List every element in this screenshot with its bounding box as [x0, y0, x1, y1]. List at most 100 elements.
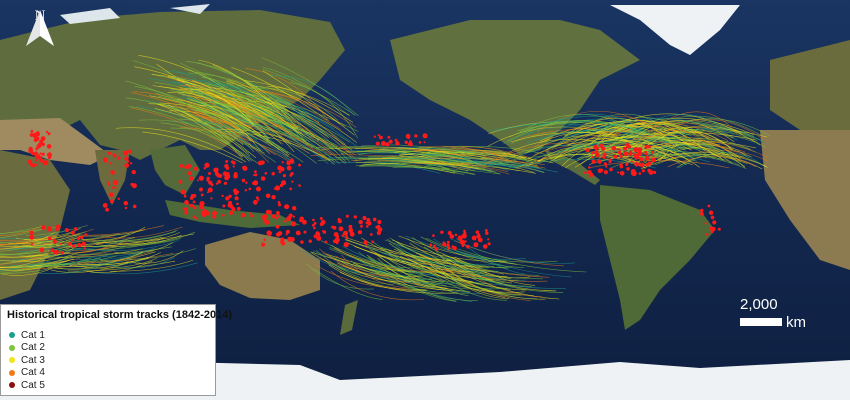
storm-point: [236, 202, 239, 206]
storm-track: [389, 254, 473, 282]
storm-point: [705, 233, 709, 236]
storm-point: [312, 223, 315, 227]
storm-track: [333, 247, 461, 273]
storm-track: [67, 260, 176, 272]
storm-point: [464, 240, 467, 243]
storm-track: [148, 78, 258, 131]
storm-track: [487, 126, 642, 147]
storm-track: [355, 147, 463, 157]
storm-track: [312, 267, 383, 300]
storm-point: [639, 162, 645, 168]
storm-track: [369, 249, 444, 282]
storm-track: [315, 264, 406, 290]
storm-track: [538, 130, 658, 141]
storm-point: [52, 238, 56, 242]
storm-point: [471, 235, 477, 241]
storm-point: [613, 155, 618, 159]
storm-point: [74, 227, 78, 231]
storm-track: [442, 253, 540, 276]
storm-point: [37, 142, 42, 148]
storm-point: [233, 173, 238, 179]
storm-track: [167, 91, 255, 125]
storm-point: [300, 240, 304, 244]
storm-point: [473, 242, 479, 248]
storm-point: [193, 166, 198, 171]
storm-point: [30, 243, 34, 246]
storm-track: [0, 248, 74, 258]
storm-point: [31, 163, 36, 168]
storm-point: [487, 238, 490, 241]
storm-track: [325, 253, 433, 273]
storm-point: [700, 208, 704, 213]
storm-point: [345, 214, 349, 218]
storm-point: [639, 157, 644, 162]
storm-point: [208, 172, 211, 175]
storm-track: [328, 248, 424, 278]
storm-track: [185, 60, 291, 116]
storm-point: [39, 155, 43, 159]
storm-point: [457, 235, 463, 241]
storm-point: [597, 168, 603, 174]
storm-track: [374, 253, 448, 289]
storm-point: [594, 150, 599, 155]
storm-track: [306, 263, 374, 290]
storm-track: [193, 96, 261, 151]
storm-point: [256, 186, 261, 192]
storm-point: [626, 167, 630, 171]
storm-point: [279, 183, 284, 188]
storm-point: [367, 221, 370, 224]
land-central-america: [545, 150, 600, 185]
storm-track: [101, 226, 183, 239]
storm-point: [365, 243, 368, 246]
storm-point: [273, 187, 276, 190]
storm-point: [248, 187, 252, 191]
storm-track: [360, 162, 492, 172]
storm-point: [271, 214, 277, 219]
storm-track: [331, 263, 461, 284]
land-australia: [205, 232, 320, 300]
storm-track: [12, 252, 80, 262]
storm-point: [34, 136, 40, 142]
storm-point: [123, 150, 129, 156]
storm-track: [115, 127, 247, 163]
storm-point: [179, 164, 184, 168]
storm-track: [567, 125, 690, 146]
storm-track: [92, 232, 180, 244]
legend-items: Cat 1 Cat 2 Cat 3 Cat 4 Cat 5: [7, 329, 209, 392]
storm-point: [213, 212, 216, 216]
storm-point: [192, 200, 196, 204]
storm-point: [76, 236, 81, 241]
storm-point: [271, 195, 276, 200]
storm-track: [177, 91, 278, 149]
storm-point: [446, 243, 450, 247]
storm-point: [45, 160, 48, 163]
storm-point: [638, 172, 642, 175]
storm-track: [364, 160, 486, 169]
land-europe-right: [770, 40, 850, 140]
storm-point: [190, 194, 195, 199]
storm-point: [30, 129, 34, 133]
storm-point: [712, 220, 717, 225]
storm-point: [265, 193, 271, 199]
storm-point: [351, 228, 354, 232]
storm-point: [645, 156, 648, 159]
storm-point: [487, 242, 491, 246]
storm-point: [605, 165, 608, 168]
storm-point: [35, 147, 39, 151]
storm-track: [414, 163, 509, 172]
storm-point: [369, 233, 373, 236]
storm-point: [28, 146, 33, 151]
storm-point: [228, 210, 234, 216]
storm-track: [639, 147, 746, 167]
storm-point: [631, 171, 637, 177]
storm-point: [623, 146, 628, 151]
storm-point: [221, 213, 225, 217]
storm-track: [0, 259, 71, 271]
storm-track: [120, 248, 197, 260]
storm-point: [269, 231, 273, 235]
storm-point: [208, 188, 212, 192]
storm-point: [286, 160, 291, 166]
storm-track: [466, 161, 558, 173]
legend-swatch-icon: [9, 382, 15, 389]
storm-track: [33, 255, 117, 266]
